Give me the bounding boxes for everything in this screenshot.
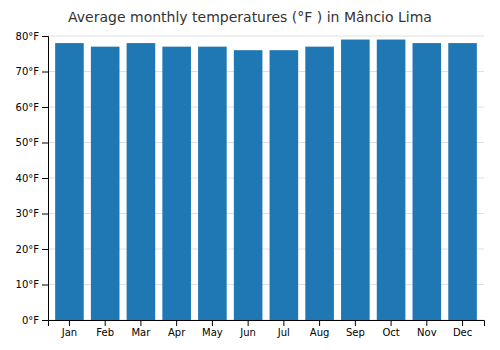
tick: 60°F (16, 102, 48, 113)
tick: Jan (61, 320, 77, 338)
tick-label: May (202, 327, 223, 338)
tick: 50°F (16, 137, 48, 148)
tick-label: 20°F (16, 244, 40, 255)
grid (48, 36, 484, 320)
tick: 70°F (16, 66, 48, 77)
tick-mark (105, 320, 106, 326)
tick-mark (69, 320, 70, 326)
tick: 40°F (16, 173, 48, 184)
tick-mark (42, 178, 48, 179)
bar (198, 47, 227, 320)
tick-label: 30°F (16, 208, 40, 219)
grid-line (48, 36, 484, 37)
bar (270, 50, 299, 320)
bar (234, 50, 263, 320)
tick: Mar (131, 320, 151, 338)
tick: 10°F (16, 279, 48, 290)
tick: Feb (96, 320, 114, 338)
tick-label: Sep (346, 327, 365, 338)
tick-mark (42, 249, 48, 250)
tick-label: Oct (382, 327, 399, 338)
tick: Jul (277, 320, 290, 338)
bar (377, 40, 406, 320)
tick-mark (42, 72, 48, 73)
tick-mark (391, 320, 392, 326)
tick-mark (42, 143, 48, 144)
bar (55, 43, 84, 320)
tick-label: 50°F (16, 137, 40, 148)
tick-mark (212, 320, 213, 326)
tick-mark (426, 320, 427, 326)
tick-label: Apr (168, 327, 186, 338)
tick-label: Mar (131, 327, 151, 338)
tick: Apr (168, 320, 186, 338)
tick-label: 10°F (16, 279, 40, 290)
bar (448, 43, 477, 320)
tick-label: Jan (61, 327, 77, 338)
tick-mark (176, 320, 177, 326)
axis-line (49, 321, 485, 327)
tick: 20°F (16, 244, 48, 255)
bars (55, 40, 477, 320)
tick-label: Jun (239, 327, 256, 338)
tick-mark (42, 320, 48, 321)
tick: Dec (453, 320, 472, 338)
tick: 30°F (16, 208, 48, 219)
bar (305, 47, 334, 320)
bar (162, 47, 191, 320)
tick: May (202, 320, 223, 338)
tick-label: 0°F (22, 315, 39, 326)
tick: Sep (346, 320, 365, 338)
bar (341, 40, 370, 320)
bar (127, 43, 156, 320)
tick: Aug (310, 320, 330, 338)
tick: Jun (239, 320, 256, 338)
tick-label: Jul (277, 327, 290, 338)
tick-label: Feb (96, 327, 114, 338)
tick-mark (319, 320, 320, 326)
tick: Nov (417, 320, 437, 338)
title: Average monthly temperatures (°F ) in Mâ… (68, 9, 432, 25)
tick-mark (355, 320, 356, 326)
tick: 80°F (16, 31, 48, 42)
tick-label: 80°F (16, 31, 40, 42)
bar (413, 43, 442, 320)
tick-label: Dec (453, 327, 472, 338)
plot: Jan Feb Mar Apr May Jun Jul Aug Sep Oct Nov Dec 0°F 1… (16, 31, 485, 338)
tick-label: 60°F (16, 102, 40, 113)
tick-mark (140, 320, 141, 326)
tick-mark (248, 320, 249, 326)
bar (91, 47, 120, 320)
x-axis: Jan Feb Mar Apr May Jun Jul Aug Sep Oct Nov Dec (49, 320, 485, 338)
tick-label: 70°F (16, 66, 40, 77)
tick-mark (462, 320, 463, 326)
chart: Jan Feb Mar Apr May Jun Jul Aug Sep Oct Nov Dec 0°F 1… (0, 0, 500, 350)
tick-label: 40°F (16, 173, 40, 184)
tick-label: Aug (310, 327, 330, 338)
tick-mark (42, 107, 48, 108)
y-axis: 0°F 10°F 20°F 30°F 40°F 50°F 60°F 70°F 80°F (16, 31, 49, 326)
tick-mark (42, 285, 48, 286)
tick: Oct (382, 320, 399, 338)
axis-line (42, 37, 49, 321)
tick-mark (42, 214, 48, 215)
tick-mark (42, 36, 48, 37)
tick-mark (283, 320, 284, 326)
tick-label: Nov (417, 327, 437, 338)
tick: 0°F (22, 315, 48, 326)
